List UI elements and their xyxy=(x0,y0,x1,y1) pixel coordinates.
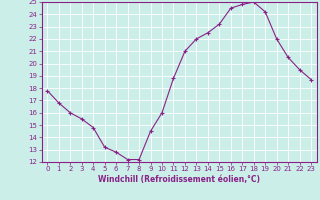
X-axis label: Windchill (Refroidissement éolien,°C): Windchill (Refroidissement éolien,°C) xyxy=(98,175,260,184)
